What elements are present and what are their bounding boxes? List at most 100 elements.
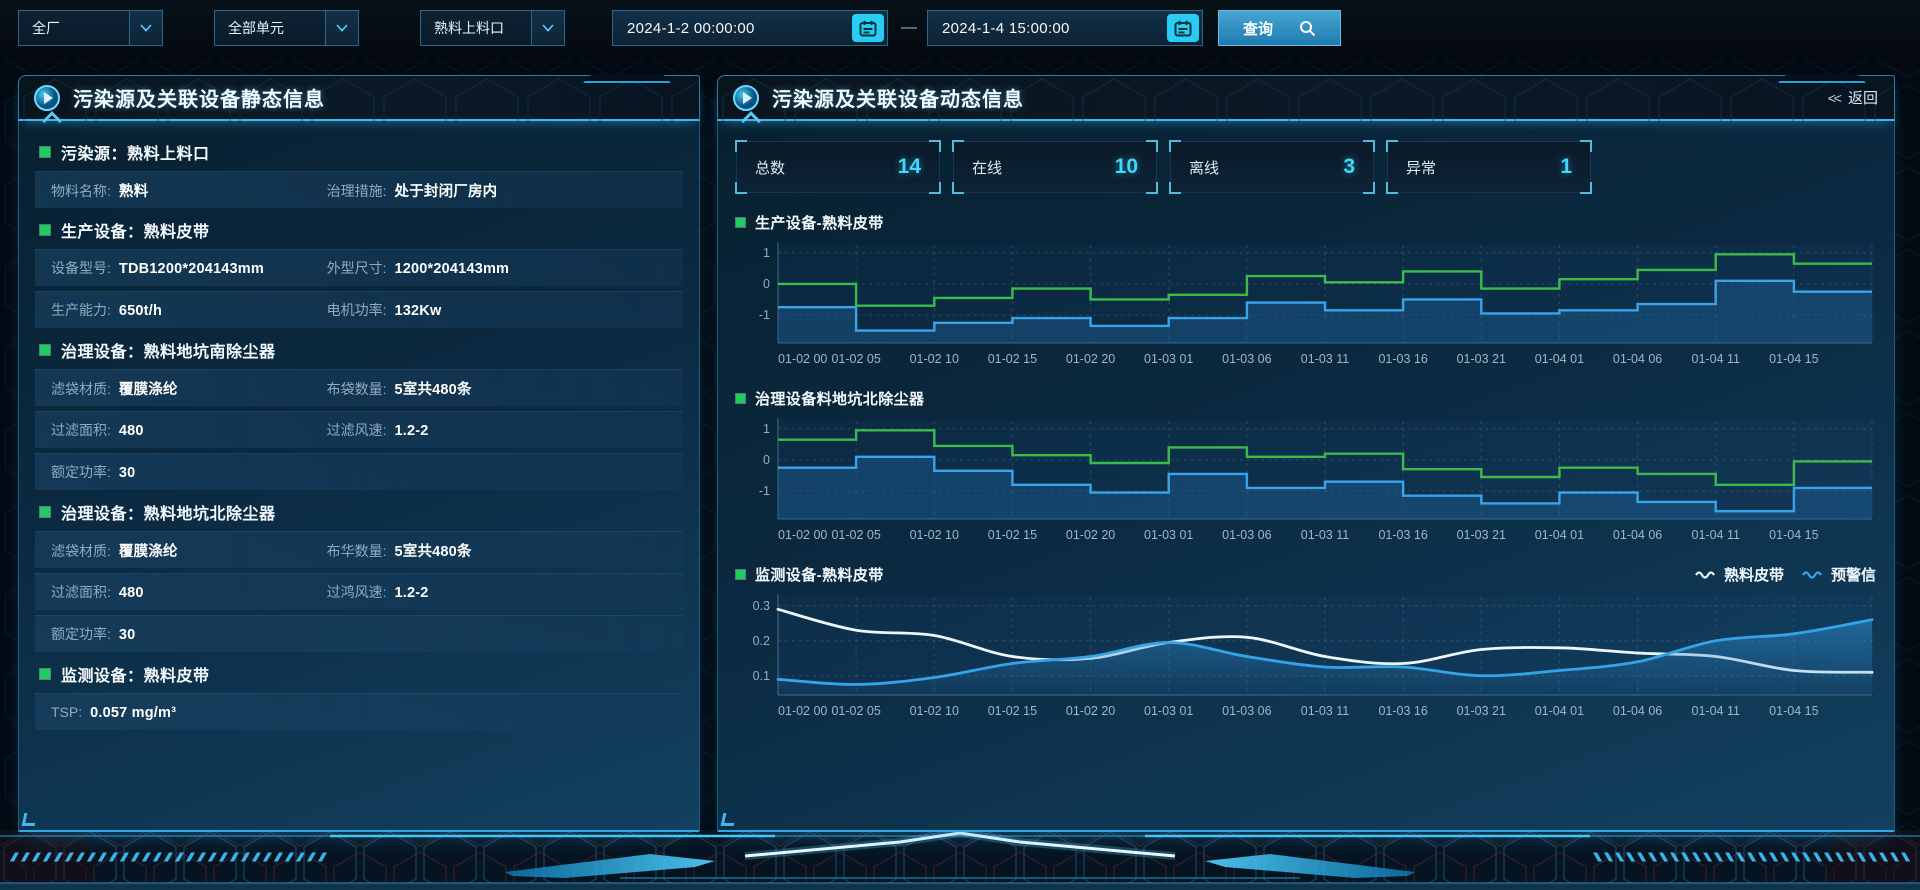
chart-2: 1 0 -1 01-02 00 01-02 05 01-02 10 01-02 15 01-0… — [759, 418, 1873, 542]
data-row: 额定功率: 30 — [35, 615, 683, 652]
svg-text:01-02 15: 01-02 15 — [988, 528, 1037, 542]
svg-text:-1: -1 — [759, 484, 770, 498]
data-row: 滤袋材质: 覆膜涤纶 布华数量: 5室共480条 — [35, 531, 683, 568]
data-cell: 滤袋材质: 覆膜涤纶 — [35, 378, 178, 399]
chart-title: 监测设备-熟料皮带 — [755, 566, 884, 584]
svg-text:01-03 01: 01-03 01 — [1144, 704, 1193, 718]
field-value: 1.2-2 — [394, 585, 429, 601]
field-label: 额定功率: — [51, 464, 111, 480]
field-value: 5室共480条 — [394, 543, 472, 560]
svg-text:01-03 06: 01-03 06 — [1222, 528, 1271, 542]
stat-box-总数: 总数 14 — [735, 140, 941, 194]
svg-text:0: 0 — [763, 453, 770, 467]
field-label: 过鸿风速: — [326, 584, 387, 600]
chevron-down-icon[interactable] — [531, 11, 564, 45]
data-cell: 过滤面积: 480 — [35, 582, 144, 602]
svg-text:0.1: 0.1 — [753, 669, 770, 683]
svg-text:01-03 01: 01-03 01 — [1144, 528, 1193, 542]
data-cell: 电机功率: 132Kw — [327, 300, 442, 320]
charts-column: 生产设备-熟料皮带 1 0 -1 01-02 00 01-02 05 01-02 10 01-… — [735, 207, 1876, 729]
svg-text:01-03 16: 01-03 16 — [1378, 352, 1427, 366]
device-stats-row: 总数 14 在线 10 离线 3 异常 1 — [735, 140, 1894, 194]
data-row: 设备型号: TDB1200*204143mm 外型尺寸: 1200*204143mm — [35, 249, 683, 286]
back-button[interactable]: << 返回 — [1828, 76, 1878, 119]
dropdown-3[interactable]: 熟料上料口 — [420, 10, 565, 46]
play-icon — [34, 84, 60, 111]
svg-text:01-03 11: 01-03 11 — [1301, 528, 1349, 542]
static-info-panel: 污染源及关联设备静态信息 污染源：熟料上料口 物料名称: 熟料 治理措施: 处于封闭厂房… — [18, 74, 700, 832]
chart-block-2: 治理设备料地坑北除尘器 1 0 -1 01-02 00 01-02 05 01-02 10 0… — [735, 383, 1876, 553]
calendar-icon[interactable] — [852, 14, 884, 42]
svg-text:01-04 11: 01-04 11 — [1692, 352, 1740, 366]
svg-text:01-02 05: 01-02 05 — [831, 352, 880, 366]
search-button[interactable]: 查询 — [1218, 10, 1341, 46]
data-row: 物料名称: 熟料 治理措施: 处于封闭厂房内 — [35, 171, 683, 208]
data-row: 额定功率: 30 — [35, 453, 683, 490]
static-info-rows: 污染源：熟料上料口 物料名称: 熟料 治理措施: 处于封闭厂房内 生产设备：熟料皮带 设备型… — [19, 121, 699, 730]
svg-text:01-04 06: 01-04 06 — [1613, 704, 1662, 718]
svg-text:01-04 06: 01-04 06 — [1613, 352, 1662, 366]
section-row: 监测设备：熟料皮带 — [35, 657, 683, 690]
data-cell: 过滤风速: 1.2-2 — [327, 420, 429, 440]
svg-text:01-03 16: 01-03 16 — [1378, 528, 1427, 542]
section-title: 监测设备：熟料皮带 — [61, 667, 210, 685]
svg-text:01-02 10: 01-02 10 — [910, 352, 959, 366]
legend-item[interactable]: 预警信 — [1802, 564, 1876, 585]
svg-text:01-03 11: 01-03 11 — [1301, 704, 1349, 718]
field-value: 480 — [118, 585, 144, 601]
svg-text:0: 0 — [763, 277, 770, 291]
data-cell: 生产能力: 650t/h — [35, 300, 162, 320]
svg-text:01-03 21: 01-03 21 — [1457, 528, 1506, 542]
dropdown-1[interactable]: 全厂 — [18, 10, 163, 46]
field-label: 过滤风速: — [326, 422, 387, 438]
svg-text:0.2: 0.2 — [753, 634, 770, 648]
chart-1: 1 0 -1 01-02 00 01-02 05 01-02 10 01-02 15 01-0… — [759, 242, 1873, 366]
svg-text:01-02 05: 01-02 05 — [831, 528, 880, 542]
data-cell: 滤袋材质: 覆膜涤纶 — [35, 540, 178, 561]
svg-text:01-03 06: 01-03 06 — [1222, 352, 1271, 366]
field-label: 布袋数量: — [326, 380, 387, 397]
field-label: 设备型号: — [51, 260, 111, 276]
field-label: 治理措施: — [326, 182, 387, 199]
chevron-down-icon[interactable] — [325, 11, 358, 45]
green-square-icon — [39, 343, 51, 356]
date-range-separator: — — [901, 19, 917, 36]
field-value: 覆膜涤纶 — [118, 543, 178, 560]
svg-text:01-03 06: 01-03 06 — [1222, 704, 1271, 718]
field-label: 过滤面积: — [51, 584, 111, 600]
dynamic-info-header: 污染源及关联设备动态信息 << 返回 — [717, 74, 1895, 131]
field-label: 滤袋材质: — [51, 380, 111, 397]
chart-block-3: 监测设备-熟料皮带 熟料皮带 预警信 0.3 0.2 0.1 01-02 00 01-02 0… — [735, 559, 1876, 729]
field-value: 熟料 — [118, 183, 149, 200]
svg-text:01-04 01: 01-04 01 — [1535, 704, 1584, 718]
section-title: 治理设备：熟料地坑南除尘器 — [61, 343, 276, 361]
date-end-input[interactable]: 2024-1-4 15:00:00 — [927, 10, 1203, 46]
header-chevron-accent — [741, 111, 761, 131]
svg-text:01-04 01: 01-04 01 — [1535, 352, 1584, 366]
stat-value: 1 — [1560, 155, 1572, 178]
data-cell: 过滤面积: 480 — [35, 420, 144, 440]
dropdown-2[interactable]: 全部单元 — [214, 10, 359, 46]
svg-text:01-03 01: 01-03 01 — [1144, 352, 1193, 366]
svg-text:01-02 00: 01-02 00 — [778, 528, 827, 542]
play-icon — [733, 84, 759, 111]
data-cell: 过鸿风速: 1.2-2 — [327, 582, 429, 602]
stat-label: 在线 — [972, 159, 1003, 177]
green-square-icon — [39, 667, 51, 680]
svg-text:01-04 11: 01-04 11 — [1692, 528, 1740, 542]
search-button-label: 查询 — [1242, 20, 1273, 38]
corner-accent — [21, 813, 38, 826]
chart-title: 治理设备料地坑北除尘器 — [755, 390, 925, 408]
data-row: 过滤面积: 480 过滤风速: 1.2-2 — [35, 411, 683, 448]
field-label: 布华数量: — [326, 542, 387, 559]
data-cell: 额定功率: 30 — [35, 624, 135, 644]
field-value: 480 — [118, 423, 144, 439]
field-label: 过滤面积: — [51, 422, 111, 438]
chevron-down-icon[interactable] — [129, 11, 162, 45]
chart-3: 0.3 0.2 0.1 01-02 00 01-02 05 01-02 10 01-02 1… — [753, 594, 1874, 718]
back-button-label: 返回 — [1847, 90, 1878, 107]
calendar-icon[interactable] — [1167, 14, 1199, 42]
date-start-input[interactable]: 2024-1-2 00:00:00 — [612, 10, 888, 46]
chart-block-1: 生产设备-熟料皮带 1 0 -1 01-02 00 01-02 05 01-02 10 01-… — [735, 207, 1876, 377]
legend-item[interactable]: 熟料皮带 — [1695, 564, 1784, 585]
